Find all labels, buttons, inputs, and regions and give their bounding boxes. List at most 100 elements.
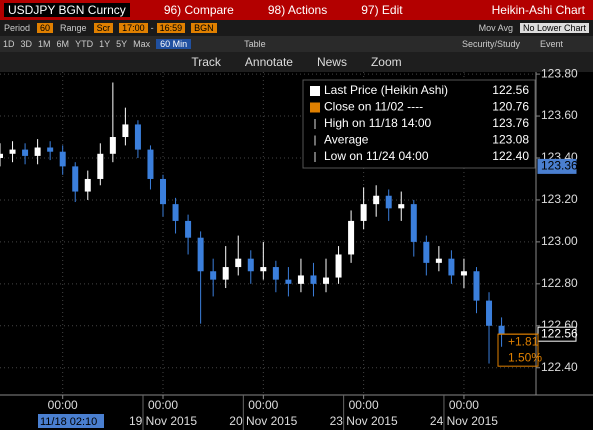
- legend-box: [302, 79, 536, 169]
- range-type[interactable]: Scr: [93, 23, 114, 33]
- legend-name: Low on 11/24 04:00: [324, 149, 429, 163]
- cursor-box: [38, 414, 104, 428]
- range-from[interactable]: 17:00: [119, 23, 148, 33]
- legend-name: Average: [324, 133, 369, 147]
- candle-body: [373, 195, 380, 205]
- legend-value: 120.76: [492, 100, 529, 114]
- x-tick-label: 00:00: [449, 398, 479, 412]
- x-date-label: 19 Nov 2015: [129, 414, 197, 428]
- track[interactable]: Track: [191, 55, 221, 69]
- legend: Last Price (Heikin Ashi) 122.56 Close on 1…: [302, 79, 536, 169]
- candle-body: [197, 237, 204, 272]
- candle-body: [47, 147, 54, 152]
- range-option[interactable]: YTD: [75, 39, 94, 49]
- range-option[interactable]: Max: [133, 39, 151, 49]
- candle-body: [0, 153, 3, 158]
- source[interactable]: BGN: [191, 23, 217, 33]
- table-button[interactable]: Table: [244, 39, 266, 49]
- candle-body: [297, 275, 304, 284]
- x-tick-label: 00:00: [349, 398, 379, 412]
- candle-body: [473, 271, 480, 301]
- compare-button[interactable]: 96) Compare: [163, 3, 234, 17]
- legend-value: 123.76: [492, 116, 529, 130]
- title-bar: USDJPY BGN Curncy 96) Compare 98) Action…: [0, 0, 593, 20]
- security[interactable]: USDJPY BGN Curncy: [4, 3, 130, 17]
- candle-body: [448, 258, 455, 276]
- candle-body: [172, 204, 179, 221]
- zoom[interactable]: Zoom: [370, 55, 402, 69]
- legend-value: 122.40: [492, 149, 529, 163]
- candle-body: [435, 258, 442, 263]
- candle-body: [272, 267, 279, 280]
- candle-body: [160, 178, 167, 205]
- period-label: Period: [4, 23, 31, 33]
- price-marker-label: 122.56: [541, 326, 578, 340]
- y-tick-label: 123.60: [541, 108, 578, 122]
- candle-body: [59, 151, 66, 167]
- candle-body: [335, 254, 342, 278]
- event[interactable]: Event: [539, 39, 563, 49]
- interval[interactable]: 60 Min: [156, 39, 192, 49]
- change-pct: 1.50%: [508, 350, 542, 364]
- range-label: Range: [60, 23, 87, 33]
- range-option[interactable]: 1Y: [99, 39, 111, 49]
- legend-name: Last Price (Heikin Ashi): [324, 83, 448, 97]
- candle-body: [423, 241, 430, 263]
- candle-body: [9, 149, 16, 154]
- candle-body: [385, 195, 392, 209]
- range-option[interactable]: 1D: [3, 39, 15, 49]
- y-tick-label: 122.80: [541, 276, 578, 290]
- y-tick-label: 123.00: [541, 234, 578, 248]
- range-option[interactable]: 3D: [20, 39, 33, 49]
- period[interactable]: 60: [37, 23, 54, 33]
- candle-body: [97, 153, 104, 179]
- candle-body: [84, 178, 91, 192]
- x-tick-label: 00:00: [48, 398, 78, 412]
- candle-body: [360, 204, 367, 221]
- candle-body: [323, 277, 330, 284]
- annotate[interactable]: Annotate: [244, 55, 293, 69]
- candle-body: [34, 147, 41, 156]
- x-date-label: 23 Nov 2015: [330, 414, 398, 428]
- candle-body: [109, 137, 116, 154]
- candle-body: [398, 204, 405, 209]
- legend-swatch: [310, 86, 320, 96]
- candle-body: [348, 220, 355, 255]
- x-tick-label: 00:00: [148, 398, 178, 412]
- lower-chart[interactable]: No Lower Chart: [519, 23, 589, 33]
- security-study[interactable]: Security/Study: [461, 39, 520, 49]
- y-tick-label: 123.80: [541, 66, 578, 80]
- legend-value: 123.08: [492, 133, 529, 147]
- range-option[interactable]: 1M: [38, 39, 51, 49]
- range-sep: -: [150, 23, 154, 33]
- legend-name: High on 11/18 14:00: [324, 116, 432, 130]
- change-box: [497, 333, 539, 367]
- mov-avg[interactable]: Mov Avg: [478, 23, 513, 33]
- news[interactable]: News: [316, 55, 347, 69]
- candle-body: [134, 124, 141, 150]
- candle-body: [72, 166, 79, 192]
- price-marker-label: 123.36: [541, 159, 578, 173]
- edit-button[interactable]: 97) Edit: [361, 3, 403, 17]
- candle-body: [147, 149, 154, 179]
- x-tick-label: 00:00: [248, 398, 278, 412]
- legend-swatch: [310, 102, 320, 113]
- candle-body: [122, 124, 129, 138]
- chart-name: Heikin-Ashi Chart: [491, 3, 585, 17]
- range-option[interactable]: 6M: [56, 39, 70, 49]
- cursor-label: 11/18 02:10: [40, 416, 97, 428]
- legend-name: Close on 11/02 ----: [324, 100, 423, 114]
- y-tick-label: 122.40: [541, 360, 578, 374]
- change: +1.81: [508, 334, 539, 348]
- candle-body: [235, 258, 242, 268]
- candle-body: [460, 271, 467, 276]
- candle-body: [310, 275, 317, 284]
- legend-value: 122.56: [492, 83, 529, 97]
- range-bar: 1D 3D 1M 6M YTD 1Y 5Y Max 60 Min Table Security/St…: [0, 36, 593, 52]
- actions-button[interactable]: 98) Actions: [267, 3, 328, 17]
- range-to[interactable]: 16:59: [156, 23, 186, 33]
- settings-bar: Period 60 Range Scr 17:00 - 16:59 BGN Mo…: [0, 20, 593, 36]
- range-option[interactable]: 5Y: [116, 39, 128, 49]
